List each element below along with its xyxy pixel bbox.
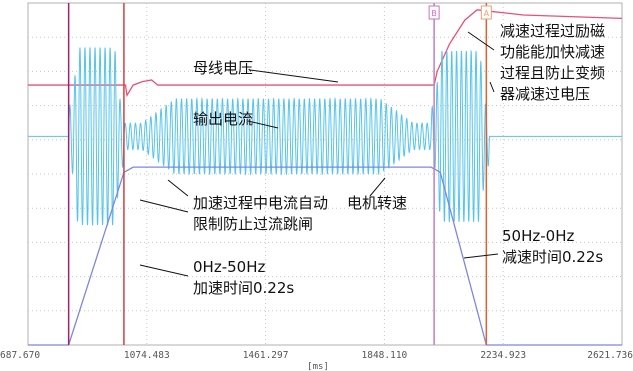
- x-unit-label: [ms]: [307, 362, 329, 371]
- annotation-leader: [489, 81, 495, 93]
- annotation-leader: [167, 179, 189, 197]
- annotation-text: 电机转速: [347, 194, 407, 212]
- series-line-2: [28, 166, 622, 346]
- annotation-leader: [463, 253, 499, 259]
- cursor-flag-label: B: [431, 9, 437, 18]
- series-line-1: [28, 47, 622, 227]
- cursor-flag-label: A: [484, 9, 490, 18]
- cursor-flag-box: [480, 5, 492, 20]
- x-tick-label: 687.670: [0, 350, 40, 361]
- annotation-text: 加速过程中电流自动: [193, 194, 328, 212]
- x-tick-label: 2234.923: [480, 350, 526, 361]
- annotation-text: 加速时间0.22s: [193, 279, 294, 297]
- annotation-leader: [467, 31, 495, 51]
- annotation-text: 限制防止过流跳闸: [193, 215, 313, 233]
- annotation-text: 功能能加快减速: [500, 43, 605, 61]
- annotation-text: 器减速过电压: [500, 85, 590, 103]
- annotation-leader: [139, 264, 189, 277]
- x-tick-label: 1461.297: [243, 350, 289, 361]
- x-tick-label: 2621.736: [587, 350, 633, 361]
- annotation-text: 母线电压: [193, 59, 253, 77]
- x-tick-label: 1074.483: [124, 350, 170, 361]
- x-tick-label: 1848.110: [362, 350, 408, 361]
- annotation-text: 0Hz-50Hz: [193, 258, 265, 276]
- cursor-flag-box: [428, 5, 440, 20]
- x-tick-labels: 687.670 1074.483 1461.297 1848.110 2234.923 2…: [0, 350, 633, 361]
- annotation-text: 减速过程过励磁: [500, 22, 605, 40]
- annotation-text: 输出电流: [193, 110, 253, 128]
- annotation-text: 50Hz-0Hz: [502, 227, 574, 245]
- annotation-leader: [249, 69, 339, 83]
- annotation-leader: [247, 120, 279, 129]
- annotation-text: 减速时间0.22s: [502, 248, 603, 266]
- annotation-leader: [369, 177, 386, 197]
- event-markers: [67, 3, 488, 345]
- annotation-leader: [139, 199, 189, 213]
- annotation-leaders: [139, 31, 499, 277]
- annotation-text: 过程且防止变频: [500, 64, 605, 82]
